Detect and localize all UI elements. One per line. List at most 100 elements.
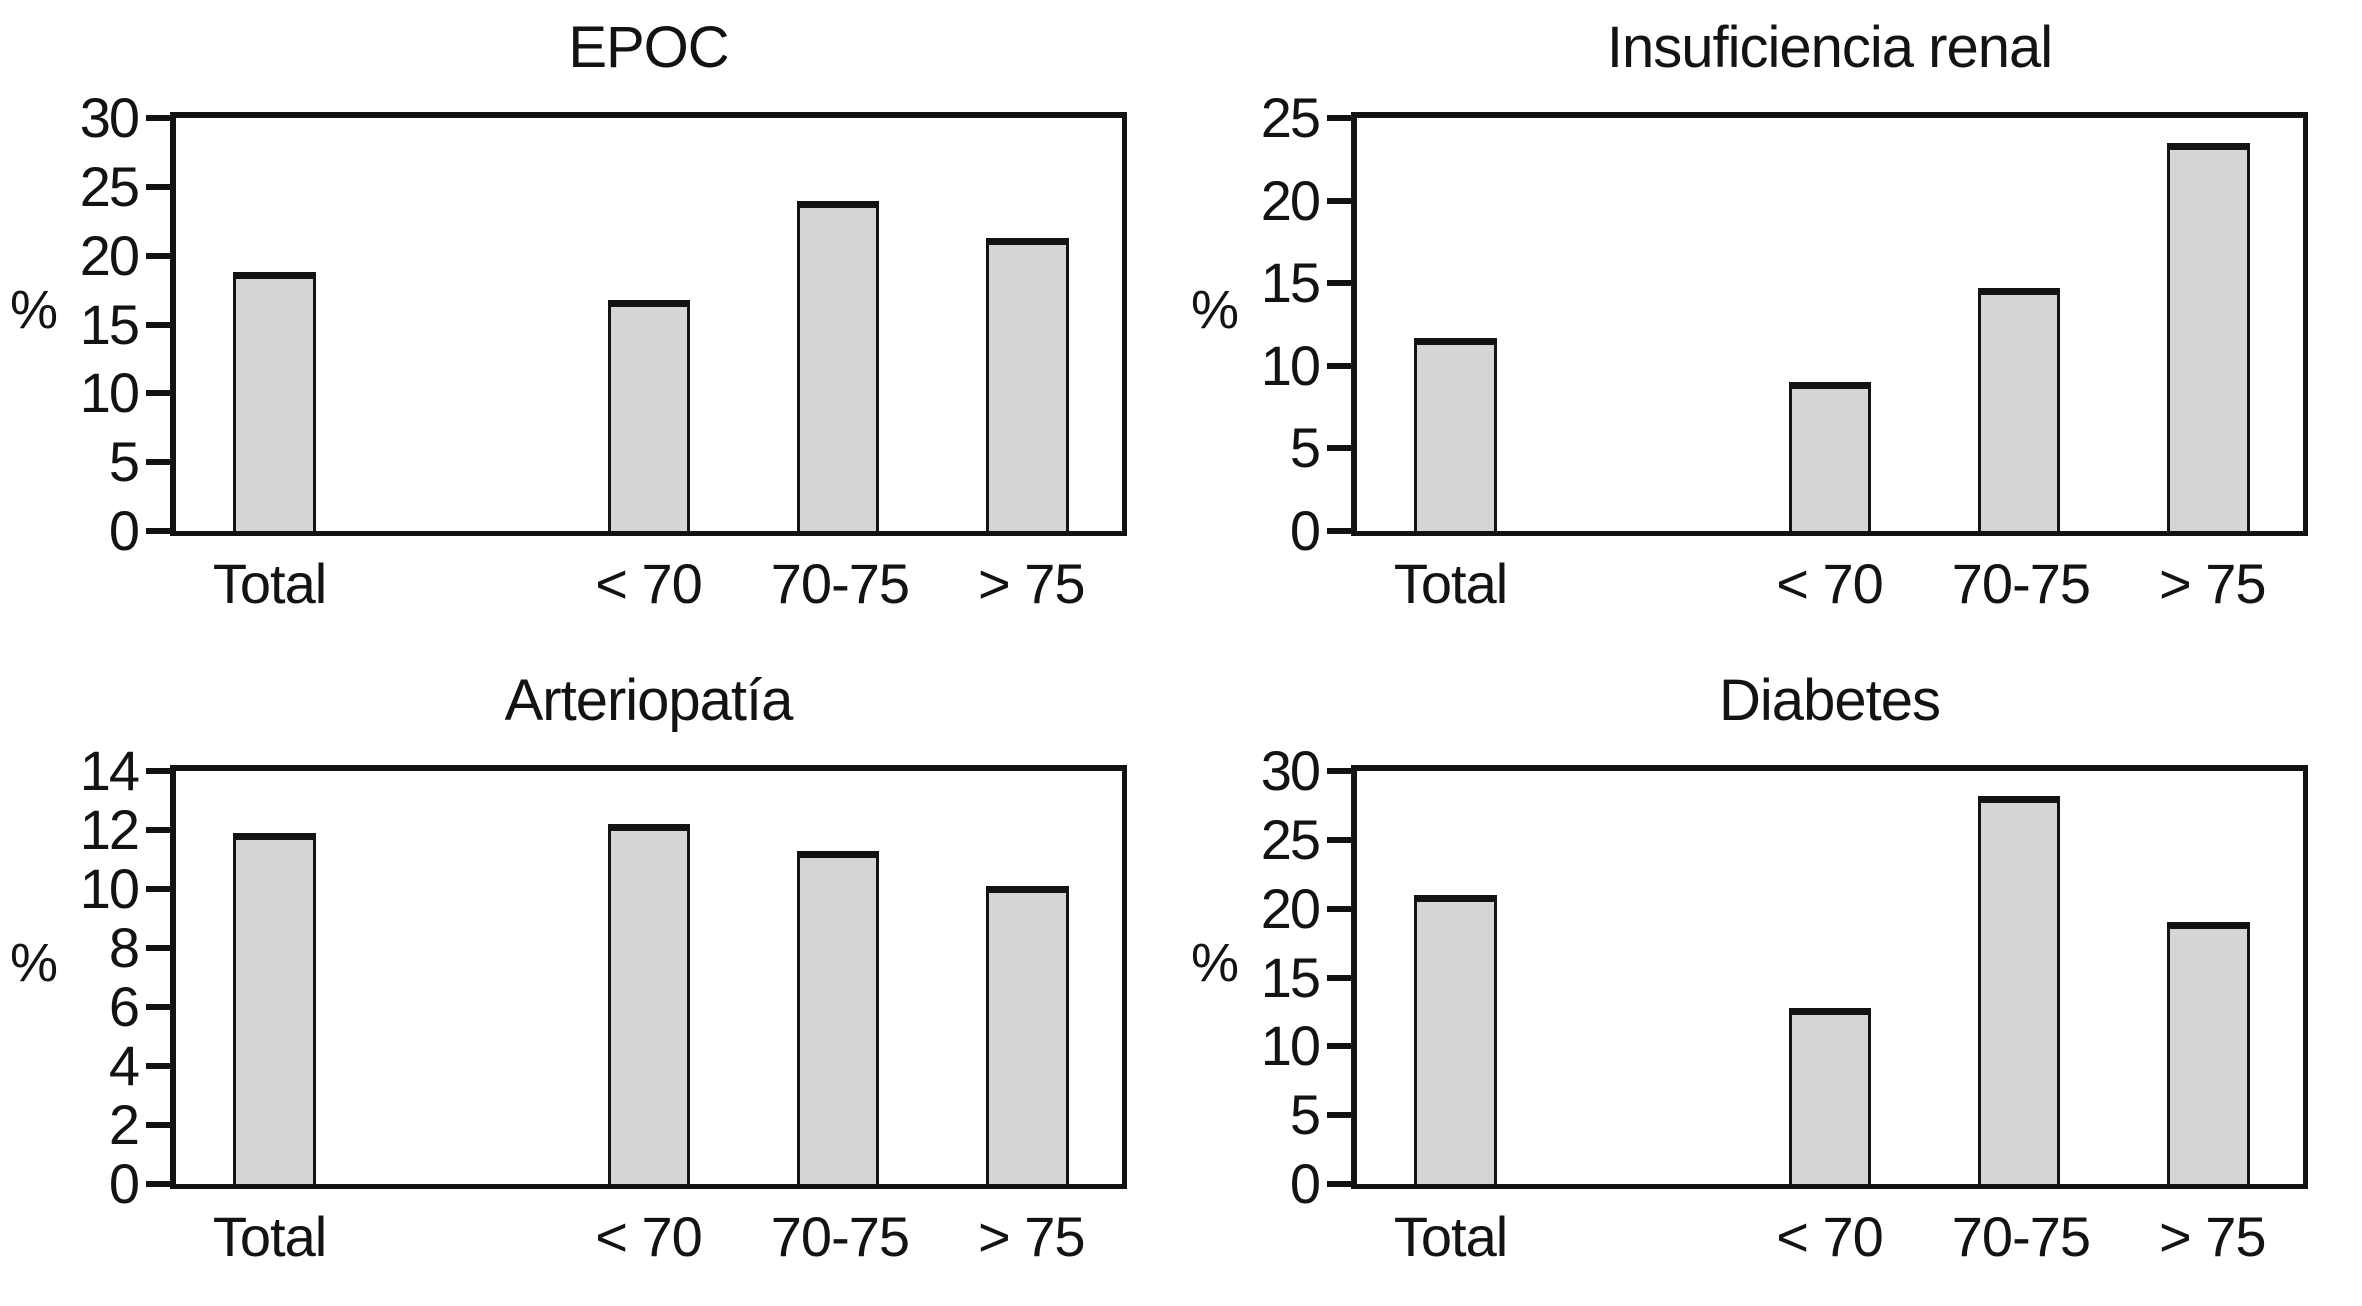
bar-lt-70: [1788, 1007, 1872, 1184]
x-tick-label-total: Total: [1393, 552, 1508, 615]
x-tick-label-lt-70: < 70: [595, 1205, 703, 1268]
y-axis-label: %: [1191, 280, 1240, 340]
y-tick-label-10: 10: [1260, 333, 1321, 397]
chart-title-arteriopatia: Arteriopatía: [504, 668, 794, 733]
x-tick-label-lt-70: < 70: [1776, 1205, 1884, 1268]
plot-area: 0 5 10 15 20 25 30: [80, 90, 1127, 559]
y-tick-mark: [146, 1063, 170, 1070]
y-tick-mark: [1327, 197, 1351, 204]
y-tick-label-25: 25: [79, 154, 140, 218]
y-tick-label-20: 20: [1260, 168, 1321, 232]
y-tick-mark: [146, 827, 170, 833]
y-tick-label-25: 25: [1260, 807, 1321, 871]
y-tick-mark: [146, 1122, 170, 1129]
y-tick-mark: [146, 183, 170, 190]
y-tick-mark: [1327, 280, 1351, 287]
plot-area: 0 5 10 15 20 25: [1261, 90, 2308, 559]
bar-gt-75: [986, 886, 1069, 1184]
chart-arteriopatia: Arteriopatía % 0 2 4 6 8 10 12 14 Total < 70 70-7…: [0, 653, 1181, 1306]
chart-epoc: EPOC % 0 5 10 15 20 25 30 Total < 70 70-75 > 75: [0, 0, 1181, 653]
y-tick-label-6: 6: [108, 975, 140, 1038]
x-tick-label-gt-75: > 75: [978, 552, 1086, 615]
y-tick-label-10: 10: [79, 857, 140, 920]
y-tick-label-20: 20: [79, 223, 140, 287]
y-tick-label-30: 30: [1260, 739, 1321, 802]
y-tick-mark: [1327, 1181, 1351, 1187]
bar-70-75: [797, 850, 880, 1184]
y-tick-label-25: 25: [1260, 86, 1321, 149]
chart-insuficiencia-renal: Insuficiencia renal % 0 5 10 15 20 25 Total < …: [1181, 0, 2362, 653]
y-tick-label-2: 2: [108, 1093, 140, 1156]
x-tick-label-total: Total: [1393, 1205, 1508, 1268]
chart-title-diabetes: Diabetes: [1719, 668, 1941, 733]
bar-gt-75: [2167, 922, 2250, 1184]
y-tick-label-5: 5: [108, 430, 140, 494]
bar-70-75: [1978, 795, 2061, 1184]
x-tick-label-gt-75: > 75: [2159, 552, 2267, 615]
x-tick-label-gt-75: > 75: [978, 1205, 1086, 1268]
y-tick-mark: [1327, 768, 1351, 774]
y-tick-mark: [146, 886, 170, 892]
x-tick-label-lt-70: < 70: [1776, 552, 1884, 615]
x-tick-label-70-75: 70-75: [1951, 552, 2091, 615]
y-tick-mark: [146, 115, 170, 121]
y-tick-label-15: 15: [1260, 251, 1321, 315]
x-tick-label-70-75: 70-75: [770, 552, 910, 615]
y-tick-mark: [1327, 974, 1351, 981]
y-tick-mark: [1327, 528, 1351, 534]
y-tick-label-15: 15: [1260, 945, 1321, 1009]
y-axis-label: %: [1191, 933, 1240, 993]
bar-70-75: [797, 200, 880, 531]
y-tick-mark: [146, 1004, 170, 1010]
y-tick-label-0: 0: [1289, 499, 1321, 562]
x-tick-label-70-75: 70-75: [1951, 1205, 2091, 1268]
bar-total: [233, 272, 316, 531]
y-tick-label-15: 15: [79, 292, 140, 356]
chart-title-epoc: EPOC: [568, 15, 729, 80]
y-tick-label-5: 5: [1289, 1083, 1321, 1147]
y-tick-label-0: 0: [108, 499, 140, 562]
x-tick-label-70-75: 70-75: [770, 1205, 910, 1268]
x-tick-label-total: Total: [212, 1205, 327, 1268]
bar-total: [233, 832, 316, 1184]
y-tick-mark: [146, 321, 170, 328]
plot-area: 0 5 10 15 20 25 30: [1261, 743, 2308, 1212]
y-tick-mark: [1327, 836, 1351, 843]
y-tick-mark: [1327, 362, 1351, 369]
bar-gt-75: [2167, 142, 2250, 531]
y-tick-label-5: 5: [1289, 416, 1321, 480]
y-tick-mark: [1327, 905, 1351, 912]
y-tick-mark: [146, 390, 170, 397]
y-axis-label: %: [10, 933, 59, 993]
y-tick-mark: [146, 768, 170, 774]
y-tick-label-20: 20: [1260, 876, 1321, 940]
y-tick-label-4: 4: [108, 1034, 140, 1097]
y-tick-label-14: 14: [79, 739, 140, 802]
x-tick-label-gt-75: > 75: [2159, 1205, 2267, 1268]
y-tick-mark: [146, 252, 170, 259]
bar-total: [1414, 337, 1497, 531]
plot-area: 0 2 4 6 8 10 12 14: [80, 743, 1127, 1212]
y-tick-mark: [146, 1181, 170, 1187]
y-tick-label-12: 12: [79, 798, 140, 861]
y-tick-mark: [146, 459, 170, 466]
y-tick-mark: [146, 528, 170, 534]
bar-lt-70: [1788, 382, 1872, 531]
chart-diabetes: Diabetes % 0 5 10 15 20 25 30 Total < 70 70-75 > …: [1181, 653, 2362, 1306]
y-tick-mark: [1327, 115, 1351, 121]
y-tick-mark: [146, 945, 170, 952]
y-tick-mark: [1327, 1043, 1351, 1050]
chart-title-insuficiencia-renal: Insuficiencia renal: [1606, 15, 2053, 80]
y-tick-mark: [1327, 1112, 1351, 1119]
y-tick-label-0: 0: [108, 1152, 140, 1215]
x-tick-label-lt-70: < 70: [595, 552, 703, 615]
y-tick-label-0: 0: [1289, 1152, 1321, 1215]
bar-lt-70: [607, 824, 691, 1184]
y-tick-label-10: 10: [79, 361, 140, 425]
y-tick-label-8: 8: [108, 916, 140, 979]
bar-lt-70: [607, 299, 691, 531]
bar-total: [1414, 894, 1497, 1184]
y-axis-label: %: [10, 280, 59, 340]
bar-70-75: [1978, 288, 2061, 531]
